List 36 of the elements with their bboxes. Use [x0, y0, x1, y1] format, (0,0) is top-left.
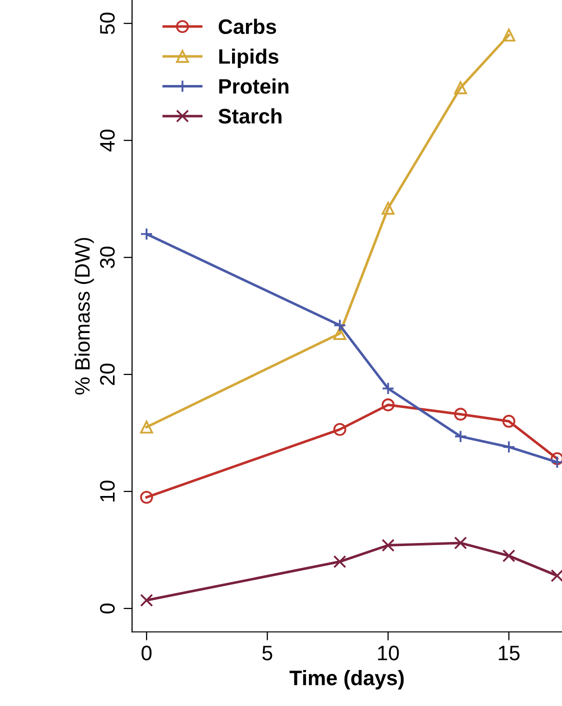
x-tick-label: 5: [262, 646, 272, 660]
y-tick-label: 10: [100, 480, 115, 502]
legend-label: Lipids: [219, 48, 278, 68]
y-tick-label: 40: [100, 130, 115, 152]
point: [333, 422, 346, 436]
x-tick-label: 0: [142, 646, 152, 660]
point: [382, 382, 395, 395]
x-tick-label: 10: [378, 646, 399, 660]
point: [502, 440, 516, 454]
point: [454, 81, 468, 94]
point: [382, 538, 395, 552]
point: [454, 408, 468, 421]
point: [502, 28, 516, 42]
legend-label: Carbs: [218, 18, 276, 34]
y-axis-title: % Biomass (DW): [74, 238, 94, 394]
point: [454, 536, 468, 550]
point: [333, 327, 346, 340]
point: [454, 430, 468, 443]
point: [140, 420, 154, 434]
point: [502, 549, 516, 562]
point: [140, 490, 154, 504]
point: [382, 202, 395, 215]
point: [333, 555, 346, 568]
point: [502, 414, 516, 428]
x-tick-label: 15: [498, 646, 520, 660]
y-tick-label: 0: [100, 603, 115, 614]
y-tick-label: 50: [100, 12, 115, 34]
x-axis-title: Time (days): [290, 670, 404, 690]
y-tick-label: 30: [100, 246, 115, 268]
point: [140, 228, 154, 240]
point: [140, 594, 154, 607]
y-tick-label: 20: [100, 364, 115, 385]
point: [333, 318, 346, 332]
point: [382, 398, 395, 412]
legend-label: Starch: [218, 108, 282, 124]
legend-label: Protein: [219, 78, 288, 94]
